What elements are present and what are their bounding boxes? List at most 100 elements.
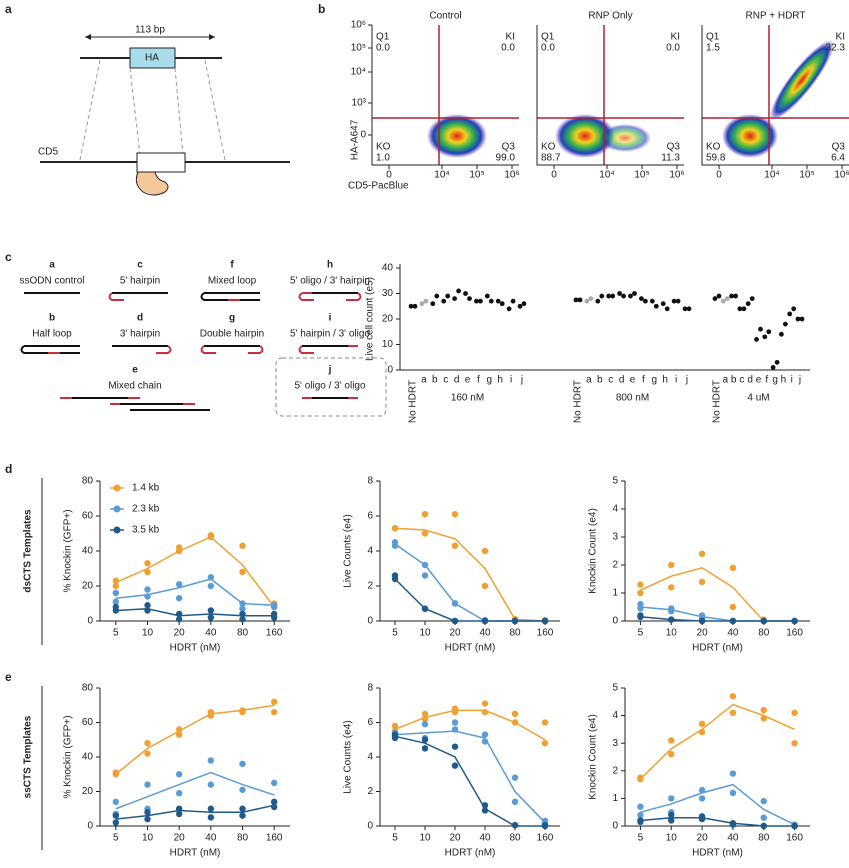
dot [207, 532, 215, 539]
series-line [115, 771, 275, 810]
dot [270, 798, 278, 806]
dot [495, 298, 501, 304]
dot [754, 337, 759, 342]
y-tick-label: 40 [382, 263, 394, 274]
x-tick-label: 40 [479, 833, 491, 844]
dot [488, 298, 494, 304]
template-letter: e [132, 365, 138, 376]
quadrant-name: Q1 [541, 32, 555, 43]
dot [729, 789, 737, 797]
x-tick-label: j [520, 375, 523, 386]
dot [698, 795, 706, 802]
dot [511, 617, 519, 625]
series-line [640, 783, 795, 826]
dot [239, 610, 246, 618]
dot [239, 786, 246, 793]
x-tick-label: d [619, 375, 625, 386]
series-line [115, 804, 275, 820]
dot [430, 301, 436, 307]
y-tick-label: 5 [612, 476, 618, 487]
dot [637, 811, 644, 819]
x-tick-label: 10 [142, 628, 154, 639]
dot [760, 814, 767, 821]
template-name: 5' hairpin / 3' oligo [290, 329, 370, 340]
dot [239, 616, 246, 623]
dot [452, 296, 457, 301]
dot [671, 298, 677, 304]
legend-dot [113, 505, 121, 513]
dot [112, 798, 120, 806]
dot [664, 306, 670, 312]
dot [451, 762, 459, 769]
group-label: 4 uM [747, 393, 769, 404]
x-tick-label: j [798, 375, 801, 386]
dot [207, 781, 215, 788]
dot [698, 720, 706, 728]
dot [391, 572, 399, 579]
dot [144, 781, 151, 788]
y-tick-label: 10⁵ [351, 43, 366, 54]
dot [745, 301, 751, 307]
x-tick-label: e [465, 375, 471, 386]
template-letter: i [329, 313, 332, 324]
dot [621, 293, 626, 299]
dot [698, 786, 706, 794]
dot [144, 593, 151, 600]
dot [207, 607, 215, 614]
dot [478, 298, 483, 304]
template-name: Double hairpin [200, 329, 265, 340]
dot [112, 598, 120, 605]
quadrant-name: Q1 [706, 32, 720, 43]
dot [270, 602, 278, 609]
series-line [639, 703, 795, 780]
x-tick-label: 0 [551, 170, 557, 181]
x-tick-label: 40 [205, 833, 217, 844]
dot [541, 719, 549, 726]
x-tick-label: 80 [509, 628, 521, 639]
dot [421, 530, 429, 537]
dot [239, 605, 246, 612]
dot [541, 821, 549, 829]
dot [774, 359, 780, 365]
dot [698, 617, 706, 625]
dot [391, 539, 399, 546]
dot [617, 291, 622, 296]
dot [408, 303, 414, 309]
quadrant-value: 1.0 [376, 153, 390, 164]
dot [637, 817, 644, 824]
dot [632, 291, 637, 296]
y-tick-label: 3 [612, 738, 618, 749]
x-tick-label: 10⁵ [799, 170, 814, 181]
dot [144, 602, 151, 609]
y-tick-label: 80 [82, 476, 94, 487]
density [555, 114, 615, 158]
dot [270, 708, 278, 716]
dot [599, 293, 605, 299]
x-tick-label: 10⁶ [504, 170, 519, 181]
dot [481, 617, 489, 625]
y-tick-label: 4 [612, 504, 618, 515]
y-tick-label: 0 [360, 130, 366, 141]
dot [511, 821, 519, 829]
dot [451, 617, 459, 625]
x-tick-label: i [791, 375, 793, 386]
y-tick-label: 10³ [352, 98, 367, 109]
y-tick-label: 10⁶ [351, 20, 366, 31]
x-tick-label: d [454, 375, 460, 386]
dot [481, 582, 489, 590]
x-tick-label: h [497, 375, 503, 386]
template-letter: c [137, 260, 143, 271]
x-tick-label: 10 [666, 628, 678, 639]
template-name: 3' hairpin [120, 329, 160, 340]
template-loop [200, 292, 260, 301]
dot [595, 298, 601, 304]
x-tick-label: b [731, 375, 737, 386]
template-letter: g [229, 313, 235, 324]
axis-title: HDRT (nM) [445, 643, 496, 654]
x-tick-label: g [487, 375, 493, 386]
dot [112, 582, 120, 590]
x-tick-label: 0 [716, 170, 722, 181]
dot [207, 805, 215, 812]
dot [637, 803, 644, 810]
